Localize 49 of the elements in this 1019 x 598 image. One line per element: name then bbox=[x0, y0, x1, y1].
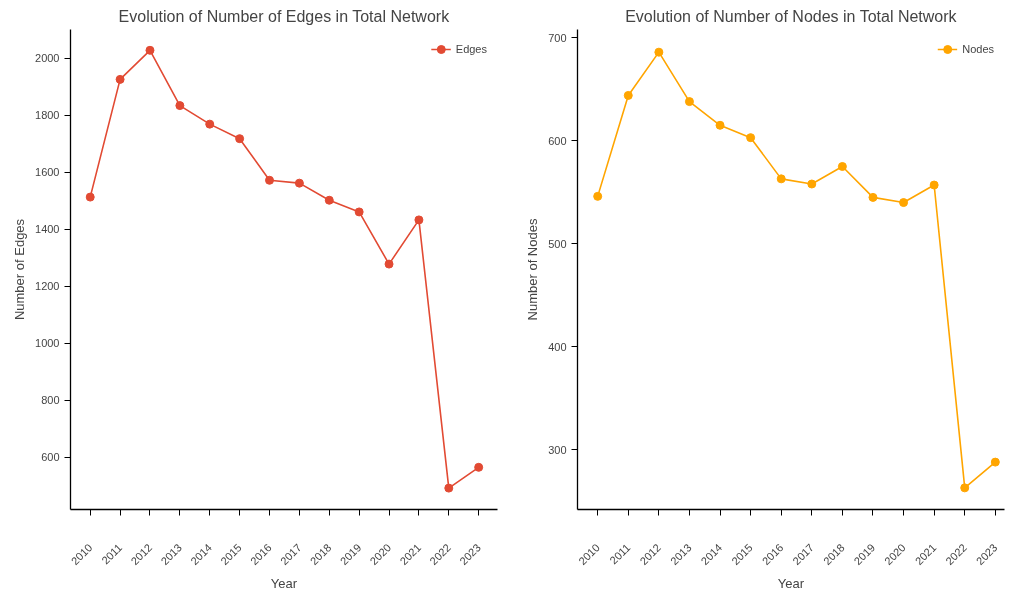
point bbox=[960, 483, 970, 493]
point bbox=[294, 178, 304, 188]
y-tick-label: 1000 bbox=[35, 337, 60, 350]
point bbox=[235, 134, 245, 144]
y-tick-label: 2000 bbox=[35, 52, 60, 64]
point bbox=[145, 45, 155, 55]
point bbox=[654, 47, 664, 57]
point bbox=[265, 175, 275, 185]
point bbox=[175, 101, 185, 111]
point bbox=[807, 179, 817, 189]
point bbox=[85, 192, 95, 202]
y-tick-label: 700 bbox=[548, 31, 567, 44]
y-tick-label: 600 bbox=[41, 451, 60, 464]
y-tick-label: 1600 bbox=[35, 166, 60, 179]
y-axis-title: Number of Edges bbox=[12, 218, 28, 321]
y-tick-label: 300 bbox=[548, 443, 567, 456]
point bbox=[115, 74, 125, 84]
point bbox=[474, 462, 484, 472]
legend-label: Edges bbox=[455, 43, 487, 55]
y-tick-label: 500 bbox=[548, 237, 567, 250]
chart-title: Evolution of Number of Edges in Total Network bbox=[118, 7, 451, 25]
y-axis-title: Number of Nodes bbox=[525, 218, 541, 321]
y-tick-label: 800 bbox=[41, 394, 60, 407]
x-axis-title: Year bbox=[777, 576, 805, 592]
y-tick-label: 1800 bbox=[35, 109, 60, 122]
point bbox=[205, 119, 215, 129]
point bbox=[929, 180, 939, 190]
point bbox=[324, 195, 334, 205]
point bbox=[990, 457, 1000, 467]
point bbox=[623, 90, 633, 100]
point bbox=[868, 192, 878, 202]
point bbox=[776, 174, 786, 184]
point bbox=[414, 215, 424, 225]
y-tick-label: 1400 bbox=[35, 223, 60, 236]
chart-title: Evolution of Number of Nodes in Total Network bbox=[625, 7, 958, 25]
point bbox=[746, 133, 756, 143]
point bbox=[593, 191, 603, 201]
point bbox=[444, 483, 454, 493]
x-axis-title: Year bbox=[270, 576, 298, 592]
point bbox=[899, 198, 909, 208]
point bbox=[715, 120, 725, 130]
y-tick-label: 1200 bbox=[35, 280, 60, 293]
point bbox=[684, 97, 694, 107]
y-tick-label: 600 bbox=[548, 134, 567, 147]
point bbox=[384, 259, 394, 269]
legend-label: Nodes bbox=[962, 43, 994, 55]
point bbox=[837, 162, 847, 171]
point bbox=[354, 207, 364, 217]
y-tick-label: 400 bbox=[548, 340, 567, 353]
